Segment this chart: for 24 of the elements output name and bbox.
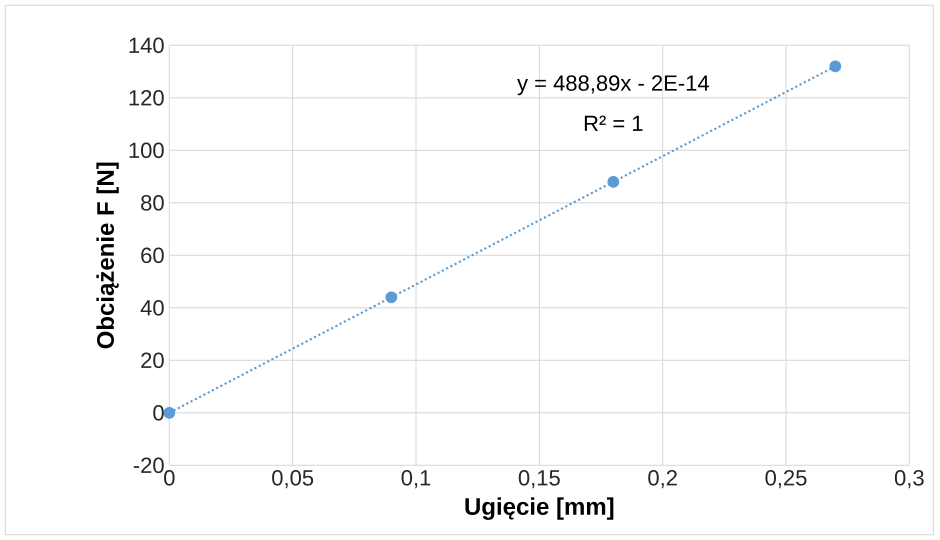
point — [829, 60, 842, 72]
x-tick-label: 0,3 — [894, 470, 924, 488]
point — [385, 291, 398, 304]
y-tick-label: 100 — [130, 142, 164, 158]
x-axis-title: Ugięcie [mm] — [465, 497, 614, 520]
x-tick-label: 0,25 — [765, 470, 806, 488]
y-tick-label: 20 — [141, 352, 164, 368]
y-tick-label: -20 — [134, 458, 164, 474]
x-tick-label: 0,05 — [272, 470, 314, 488]
y-tick-label: 40 — [140, 300, 164, 316]
y-tick-label: 80 — [141, 195, 164, 211]
x-tick-label: 0,2 — [648, 470, 677, 488]
annotation: y = 488,89x - 2E-14 — [517, 75, 709, 96]
y-tick-label: 140 — [130, 38, 164, 54]
x-tick-label: 0 — [164, 470, 175, 486]
annotation: R² = 1 — [584, 116, 643, 131]
point — [163, 406, 176, 419]
x-tick-label: 0,15 — [518, 470, 560, 488]
x-tick-label: 0,1 — [402, 470, 430, 488]
y-tick-label: 0 — [153, 405, 164, 421]
y-axis-title: Obciążenie F [N] — [96, 162, 119, 348]
y-tick-label: 60 — [141, 248, 164, 264]
point — [607, 176, 620, 188]
y-tick-label: 120 — [130, 90, 164, 106]
